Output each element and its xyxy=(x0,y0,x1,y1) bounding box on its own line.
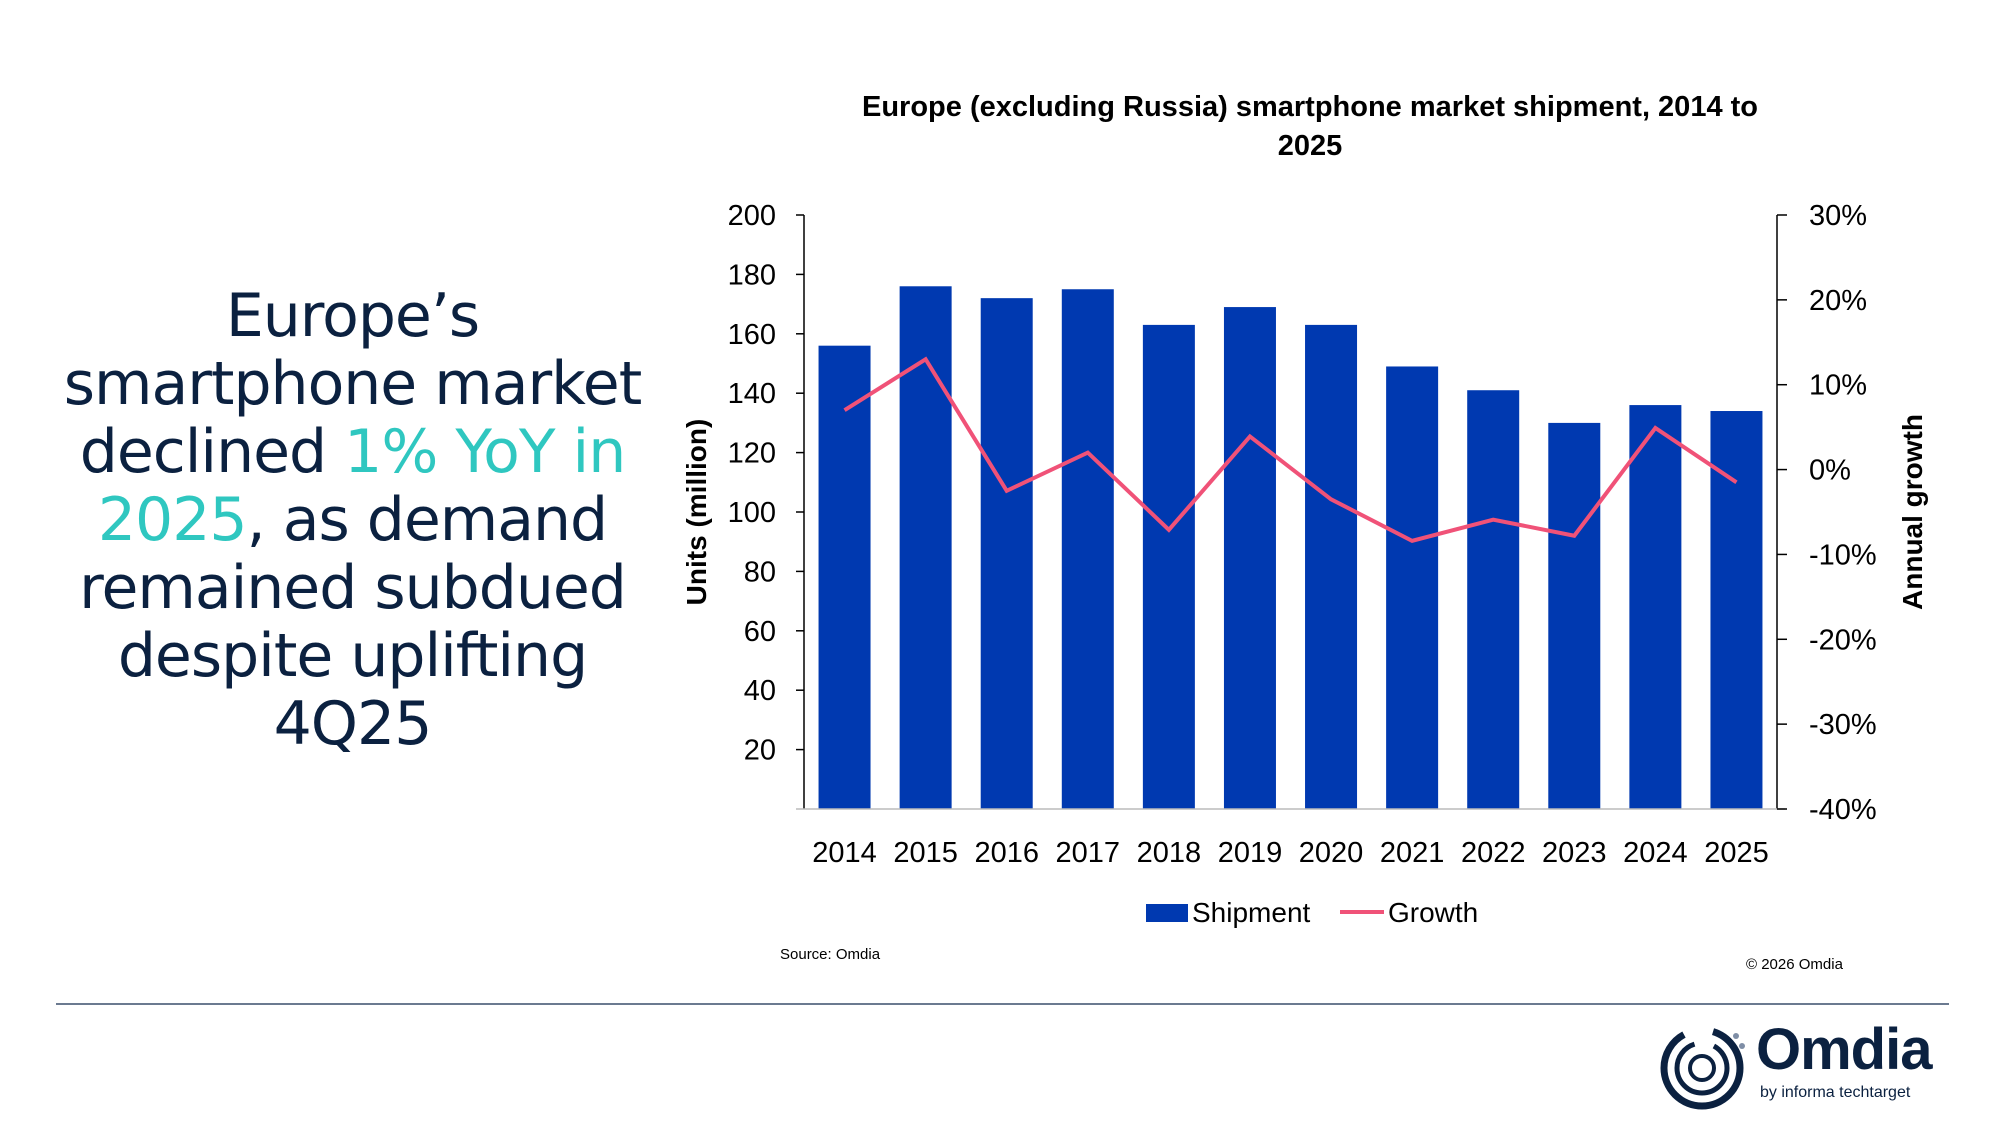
x-tick-label: 2021 xyxy=(1380,837,1445,869)
omdia-logo-mark-icon xyxy=(1660,1026,1745,1110)
y2-axis-label: Annual growth xyxy=(1897,414,1928,610)
headline: Europe’s smartphone market declined 1% Y… xyxy=(60,282,645,758)
y-tick-label: 120 xyxy=(728,438,776,470)
x-tick-label: 2018 xyxy=(1137,837,1202,869)
x-tick-label: 2016 xyxy=(974,837,1039,869)
legend: Shipment Growth xyxy=(1146,897,1478,928)
y-tick-label: 40 xyxy=(744,675,776,707)
y-tick-label: 160 xyxy=(728,319,776,351)
y2-tick-label: -30% xyxy=(1809,709,1877,741)
legend-label-growth: Growth xyxy=(1388,897,1478,928)
y2-tick-label: 20% xyxy=(1809,285,1867,317)
x-tick-label: 2025 xyxy=(1704,837,1769,869)
copyright: © 2026 Omdia xyxy=(1746,956,1843,973)
y2-tick-label: 30% xyxy=(1809,200,1867,232)
bar-2021 xyxy=(1386,366,1439,809)
bar-2014 xyxy=(818,345,871,809)
x-tick-label: 2015 xyxy=(893,837,958,869)
y-tick-label: 20 xyxy=(744,735,776,767)
x-tick-label: 2020 xyxy=(1299,837,1364,869)
y2-tick-label: 0% xyxy=(1809,455,1851,487)
bar-2018 xyxy=(1142,324,1195,809)
bar-2019 xyxy=(1223,307,1276,809)
x-tick-label: 2022 xyxy=(1461,837,1526,869)
y-tick-label: 100 xyxy=(728,497,776,529)
bar-2020 xyxy=(1305,324,1358,809)
bar-2017 xyxy=(1061,289,1114,809)
headline-text: Europe’s smartphone market declined xyxy=(63,281,642,487)
y2-tick-label: -40% xyxy=(1809,794,1877,826)
bar-2025 xyxy=(1710,411,1763,809)
logo-word: Omdia xyxy=(1756,1017,1932,1082)
bar-2023 xyxy=(1548,422,1601,809)
bar-2024 xyxy=(1629,405,1682,809)
y2-tick-label: -10% xyxy=(1809,539,1877,571)
y-axis-label: Units (million) xyxy=(681,419,712,606)
y2-tick-label: -20% xyxy=(1809,624,1877,656)
x-tick-label: 2014 xyxy=(812,837,877,869)
x-tick-label: 2024 xyxy=(1623,837,1688,869)
divider xyxy=(56,1003,1949,1005)
y-tick-label: 60 xyxy=(744,616,776,648)
y-tick-label: 140 xyxy=(728,378,776,410)
bar-2016 xyxy=(980,298,1033,809)
y-tick-label: 80 xyxy=(744,556,776,588)
headline-highlight: 1% YoY in 2025 xyxy=(97,417,626,555)
omdia-logo: Omdia by informa techtarget xyxy=(1658,1017,1948,1112)
legend-label-shipment: Shipment xyxy=(1192,897,1311,928)
y2-tick-label: 10% xyxy=(1809,370,1867,402)
source-note: Source: Omdia xyxy=(780,946,881,963)
bar-2022 xyxy=(1467,390,1520,809)
legend-swatch-shipment xyxy=(1146,904,1188,922)
logo-sub: by informa techtarget xyxy=(1760,1084,1911,1101)
y-tick-label: 180 xyxy=(728,259,776,291)
bar-2015 xyxy=(899,286,952,809)
chart-title: Europe (excluding Russia) smartphone mar… xyxy=(862,91,1758,162)
x-tick-label: 2019 xyxy=(1218,837,1283,869)
x-tick-label: 2023 xyxy=(1542,837,1607,869)
headline-text-2: , as demand remained subdued despite upl… xyxy=(79,485,627,759)
y-tick-label: 200 xyxy=(728,200,776,232)
growth-line xyxy=(843,356,1738,543)
x-tick-label: 2017 xyxy=(1056,837,1121,869)
